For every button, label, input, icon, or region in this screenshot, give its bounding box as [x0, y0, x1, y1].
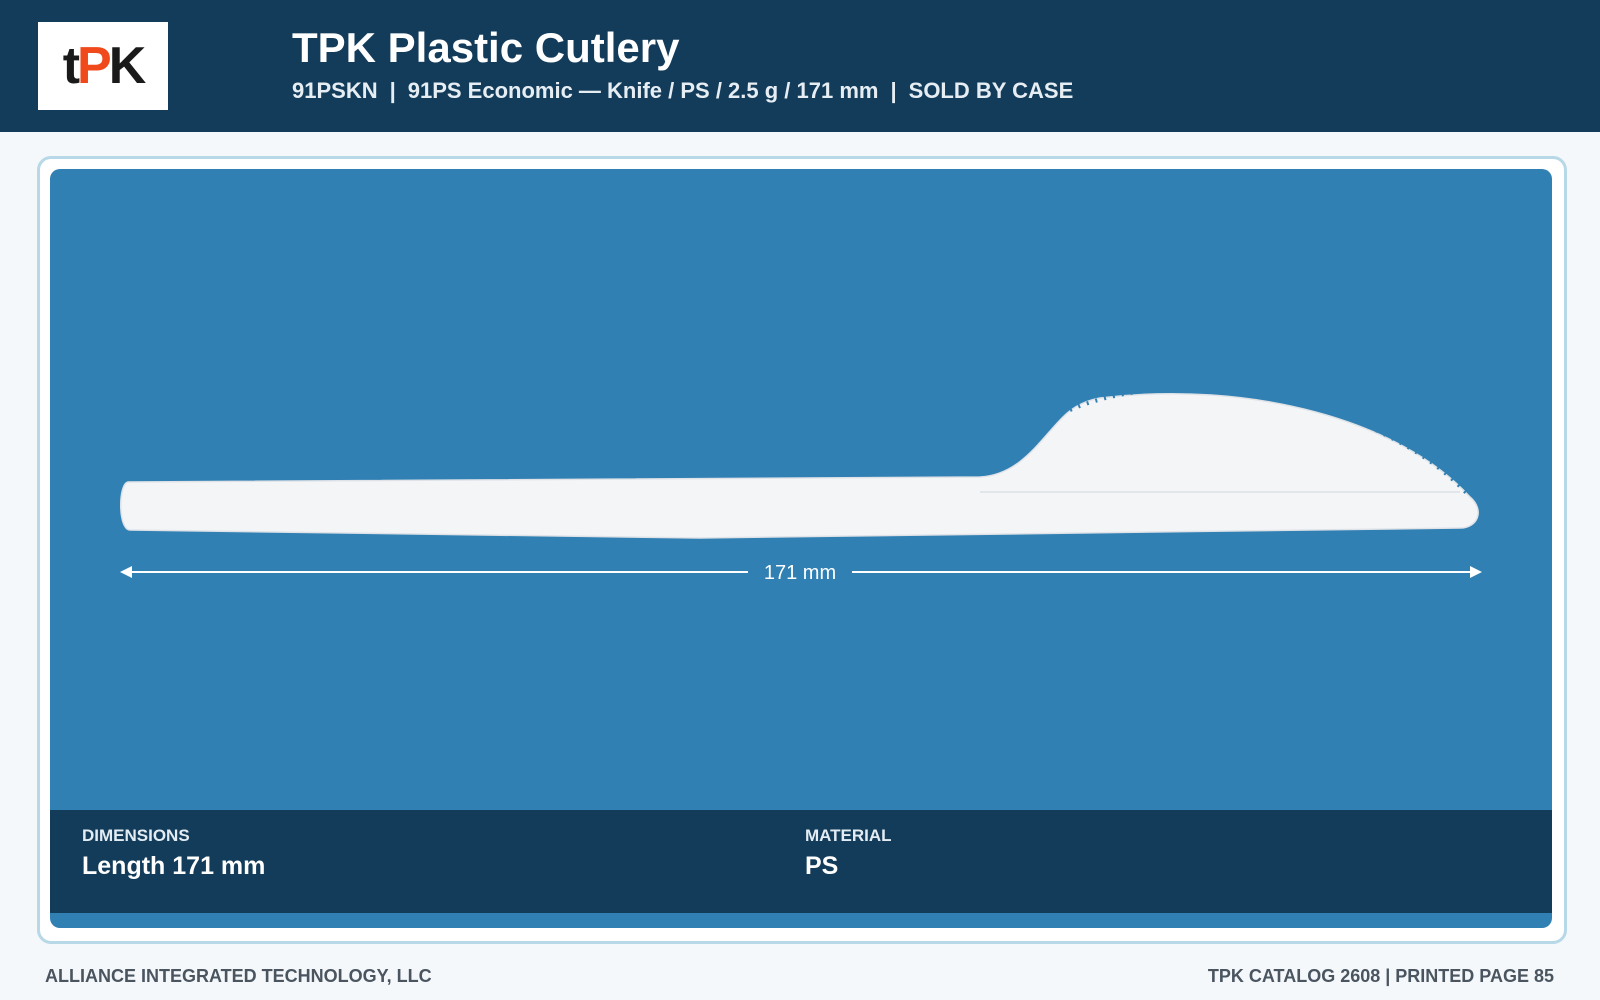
logo: tPK [38, 22, 168, 110]
spec-value: Length 171 mm [82, 852, 266, 880]
title: TPK Plastic Cutlery [292, 24, 680, 71]
spec-label: MATERIAL [805, 826, 892, 845]
spec-value: PS [805, 852, 839, 880]
subtitle-part: 91PS Economic — Knife / PS / 2.5 g / 171… [407, 78, 879, 103]
serration [1069, 386, 1472, 499]
spec: DIMENSIONS Length 171 mm [82, 826, 265, 881]
knife [120, 393, 1479, 539]
footer-right: TPK CATALOG 2608 | PRINTED PAGE 85 [1207, 966, 1554, 986]
subtitle-part: SOLD BY CASE [908, 78, 1074, 103]
subtitle-separator: | [890, 78, 897, 103]
subtitle: 91PSKN | 91PS Economic — Knife / PS / 2.5 … [292, 78, 1073, 104]
product-panel: 171 mm DIMENSIONS Length 171 mm MATERIAL PS [50, 169, 1552, 928]
spec: MATERIAL PS [805, 826, 892, 881]
logo-p: P [77, 37, 112, 95]
spec-bar: DIMENSIONS Length 171 mm MATERIAL PS [50, 810, 1552, 913]
logo-t: t [62, 37, 80, 95]
dimension-label: 171 mm [764, 562, 836, 584]
spec-label: DIMENSIONS [82, 826, 190, 845]
header: tPK TPK Plastic Cutlery 91PSKN | 91PS Econ… [0, 0, 1600, 132]
product-image: 171 mm [120, 386, 1482, 586]
logo-k: K [108, 37, 147, 95]
footer-left: ALLIANCE INTEGRATED TECHNOLOGY, LLC [45, 966, 432, 986]
dimension-label-bg [748, 558, 852, 586]
subtitle-part: 91PSKN [292, 78, 378, 103]
subtitle-separator: | [389, 78, 396, 103]
